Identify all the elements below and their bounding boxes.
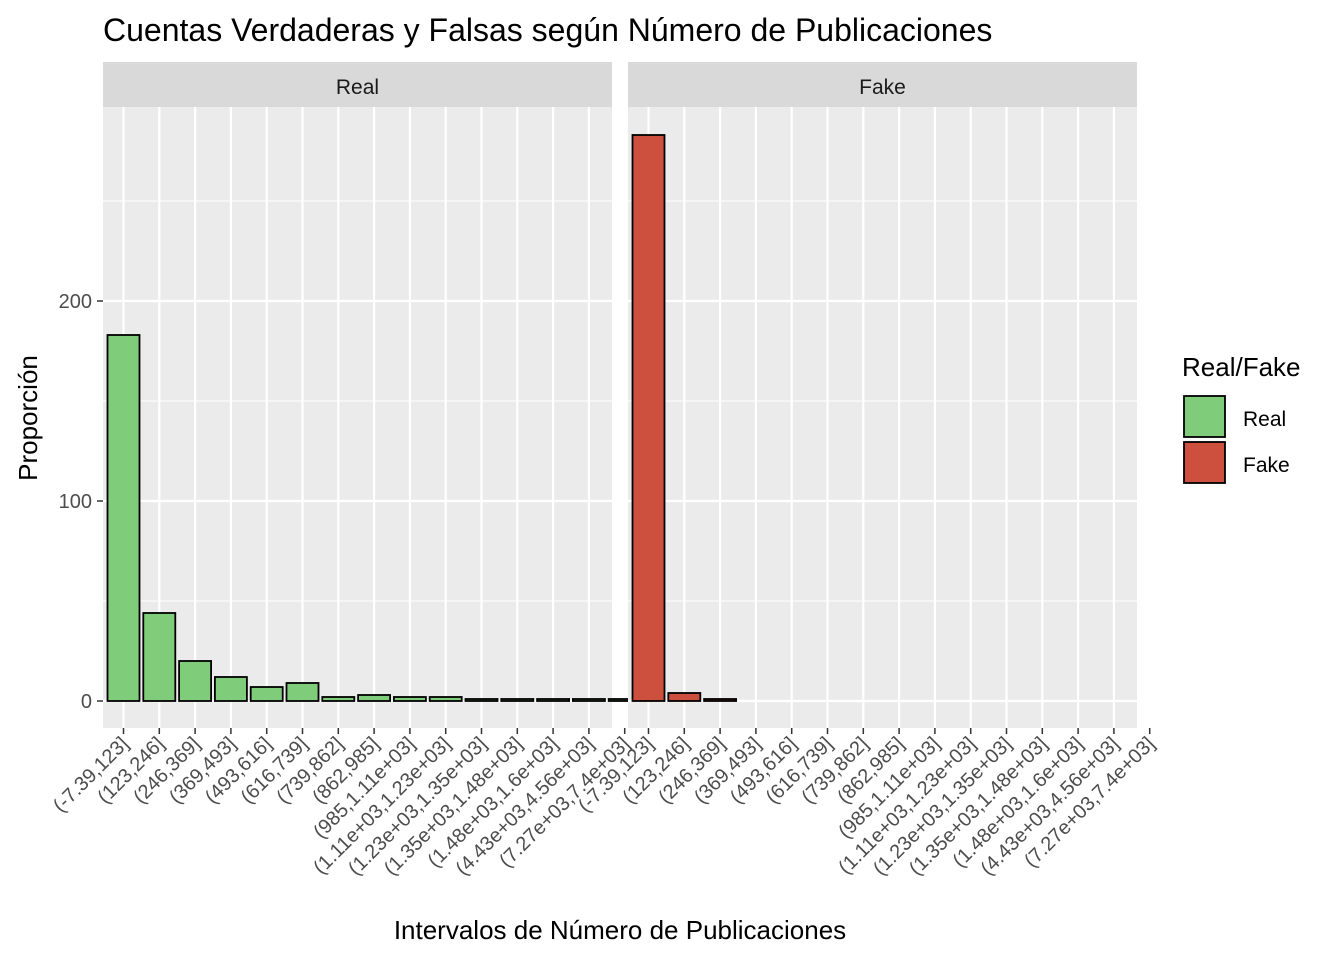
panel-background (628, 107, 1137, 728)
legend-item-fake: Fake (1183, 441, 1290, 484)
facet-strip (628, 62, 1137, 107)
bar (285, 682, 320, 702)
bar (213, 676, 248, 702)
legend-item-real: Real (1183, 395, 1286, 438)
bar (500, 698, 535, 702)
y-tick-label: 200 (59, 291, 92, 313)
facet-strip (103, 62, 612, 107)
bar (631, 134, 666, 702)
facet-strip-label: Fake (859, 76, 906, 99)
bar (667, 692, 702, 702)
facet-panel-fake: Fake(-7.39,123](123,246](246,369](369,49… (574, 62, 1159, 880)
legend-label: Fake (1243, 454, 1290, 477)
legend-title: Real/Fake (1182, 352, 1301, 382)
x-axis-title: Intervalos de Número de Publicaciones (394, 915, 846, 945)
bar (249, 686, 284, 702)
chart-title: Cuentas Verdaderas y Falsas según Número… (103, 12, 992, 48)
bar (572, 698, 606, 702)
bar (106, 334, 141, 702)
bar (536, 698, 570, 702)
bar (142, 612, 177, 702)
bar (703, 698, 737, 702)
legend-label: Real (1243, 408, 1286, 431)
bar (321, 696, 356, 702)
y-tick-label: 0 (81, 691, 92, 713)
bar (428, 696, 463, 702)
facet-strip-label: Real (336, 76, 379, 99)
bar (392, 696, 427, 702)
legend: Real/Fake Real Fake (1182, 352, 1301, 484)
facet-panel-real: Real(-7.39,123](123,246](246,369](369,49… (49, 62, 642, 880)
y-axis: 0 100 200 (59, 291, 103, 713)
legend-swatch (1183, 395, 1226, 438)
panel-background (103, 107, 612, 728)
y-axis-title: Proporción (13, 355, 43, 481)
y-tick-label: 100 (59, 491, 92, 513)
bar (357, 694, 392, 702)
legend-swatch (1183, 441, 1226, 484)
bar (464, 698, 499, 702)
bar (178, 660, 213, 702)
facet-panels: Real(-7.39,123](123,246](246,369](369,49… (49, 62, 1159, 880)
